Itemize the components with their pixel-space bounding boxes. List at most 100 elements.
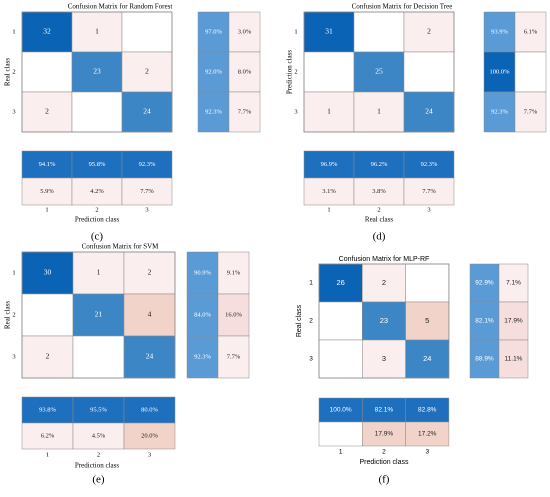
col-summary-value: 5.9% [40,188,54,195]
panel-label: (e) [92,474,105,486]
row-summary-cell [514,91,547,133]
matrix-border [303,11,455,133]
matrix-cell [362,339,406,379]
col-summary-value: 96.9% [321,161,338,168]
col-summary-cell [353,177,405,206]
row-summary-value: 92.0% [205,68,222,75]
col-tick-label: 1 [46,451,49,458]
col-summary-cell [121,177,173,206]
matrix-border [318,263,450,379]
row-tick-label: 3 [12,353,15,360]
row-summary-value: 6.1% [524,28,538,35]
col-summary-cell [318,397,363,423]
matrix-cell [123,251,176,295]
matrix-cell [353,11,405,53]
row-tick-label: 3 [294,108,297,115]
x-axis-label: Prediction class [75,216,119,224]
matrix-cell [21,335,74,379]
matrix-cell-value: 24 [146,352,154,361]
row-summary-value: 17.9% [504,318,523,325]
row-summary-cell [217,293,250,337]
col-summary-value: 93.8% [39,406,56,413]
matrix-cell-value: 25 [375,67,383,76]
row-summary-value: 7.7% [524,108,538,115]
matrix-cell-value: 31 [325,27,333,36]
matrix-cell [71,91,123,133]
col-summary-value: 3.1% [322,188,336,195]
row-summary-value: 7.7% [227,353,241,360]
matrix-cell [121,11,173,53]
matrix-cell-value: 21 [95,310,103,319]
matrix-cell-value: 4 [148,310,152,319]
col-summary-value: 80.0% [141,406,158,413]
matrix-cell-value: 3 [382,354,386,363]
row-summary-value: 84.0% [194,311,211,318]
row-summary-cell [498,301,529,341]
matrix-cell [123,335,176,379]
row-tick-label: 2 [294,68,297,75]
row-summary-cell [217,335,250,379]
matrix-cell-value: 23 [380,316,388,325]
col-summary-cell [21,177,73,206]
matrix-cell [405,301,450,341]
col-summary-value: 17.2% [418,431,437,438]
y-axis-label: Real class [4,301,12,329]
row-summary-value: 90.9% [194,269,211,276]
matrix-cell [71,11,123,53]
row-tick-label: 1 [294,28,297,35]
matrix-cell [21,51,73,93]
col-tick-label: 3 [145,206,148,213]
row-summary-cell [186,251,219,295]
panel-label: (f) [378,474,389,486]
matrix-cell [21,11,73,53]
row-summary-cell [498,263,529,303]
matrix-cell-value: 30 [44,268,52,277]
row-summary-cell [228,51,261,93]
col-summary-value: 4.2% [90,188,104,195]
row-summary-value: 16.0% [225,311,242,318]
row-summary-cell [197,11,230,53]
panel-label: (c) [91,231,104,243]
matrix-cell-value: 5 [425,316,429,325]
matrix-cell [405,339,450,379]
row-summary-value: 82.1% [475,318,494,325]
matrix-cell [71,51,123,93]
col-tick-label: 1 [45,206,48,213]
col-summary-value: 4.5% [92,432,106,439]
row-summary-value: 93.9% [491,28,508,35]
matrix-cell-value: 24 [143,107,151,116]
col-summary-value: 3.8% [372,188,386,195]
row-summary-cell [228,91,261,133]
matrix-cell-value: 1 [95,27,99,36]
matrix-cell [318,301,363,341]
row-summary-value: 9.1% [227,269,241,276]
row-summary-value: 88.9% [475,356,494,363]
matrix-cell-value: 2 [382,278,386,287]
col-summary-cell [21,396,74,424]
col-summary-value: 92.3% [421,161,438,168]
col-summary-value: 82.1% [375,407,394,414]
col-summary-cell [303,177,355,206]
col-tick-label: 3 [425,449,429,456]
row-summary-value: 8.0% [238,68,252,75]
row-summary-value: 100.0% [489,68,510,75]
panel-label: (d) [373,231,386,243]
matrix-cell [353,51,405,93]
row-tick-label: 2 [309,318,313,325]
row-summary-value: 92.3% [205,108,222,115]
matrix-cell-value: 2 [46,352,50,361]
matrix-border [21,251,176,379]
chart-title: Confusion Matrix for Random Forest [68,3,173,11]
matrix-cell-value: 2 [145,67,149,76]
col-summary-cell [405,421,450,447]
matrix-cell-value: 24 [425,107,433,116]
matrix-cell [353,91,405,133]
matrix-cell [21,91,73,133]
row-tick-label: 1 [12,269,15,276]
col-summary-value: 7.7% [422,188,436,195]
col-summary-cell [71,150,123,179]
matrix-cell-value: 2 [45,107,49,116]
row-summary-cell [498,339,529,379]
col-summary-cell [123,396,176,424]
